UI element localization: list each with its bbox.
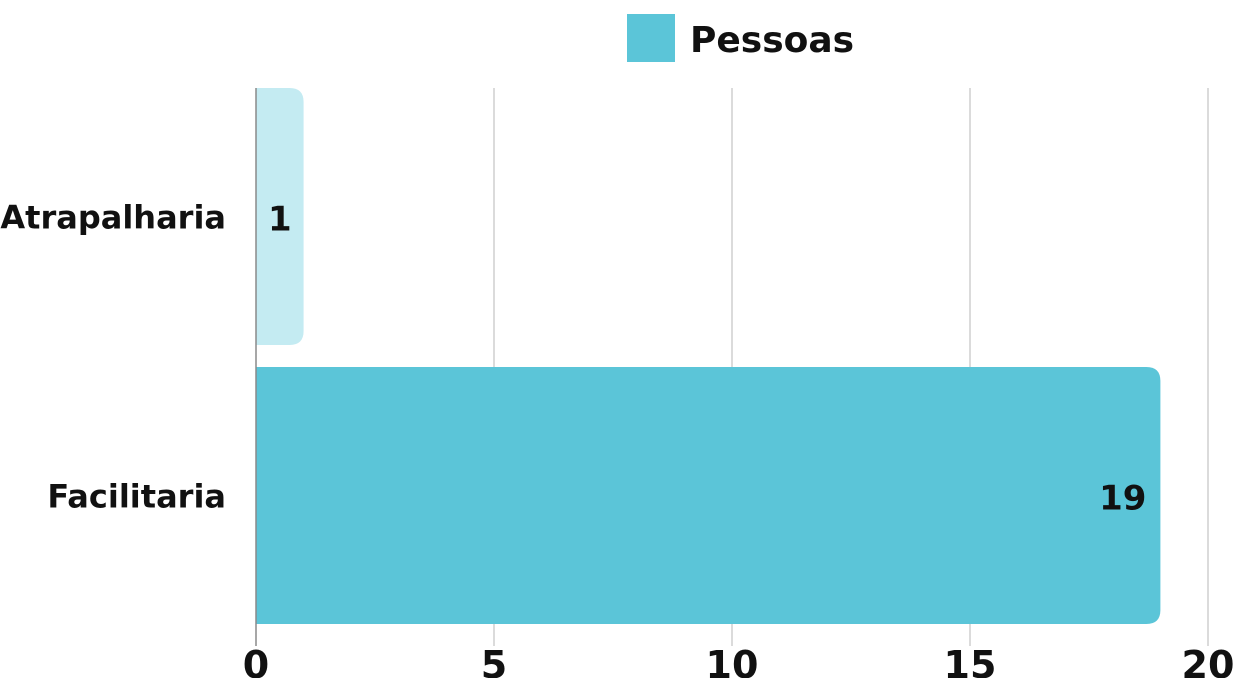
legend-label: Pessoas bbox=[690, 20, 854, 61]
bar bbox=[256, 367, 1161, 624]
legend-swatch bbox=[627, 14, 675, 62]
x-tick-label: 5 bbox=[481, 643, 507, 678]
category-label: Facilitaria bbox=[47, 478, 226, 516]
x-tick-label: 20 bbox=[1182, 643, 1235, 678]
data-label: 19 bbox=[1099, 479, 1146, 519]
bar bbox=[256, 88, 304, 345]
x-tick-label: 0 bbox=[243, 643, 269, 678]
axes: 0 5 10 15 20 bbox=[243, 88, 1235, 678]
labels: Atrapalharia 1 Facilitaria 19 bbox=[0, 199, 1146, 519]
legend: Pessoas bbox=[627, 14, 854, 62]
bars bbox=[256, 88, 1161, 624]
category-label: Atrapalharia bbox=[0, 199, 226, 237]
x-tick-label: 15 bbox=[944, 643, 997, 678]
x-tick-label: 10 bbox=[706, 643, 759, 678]
data-label: 1 bbox=[268, 200, 292, 240]
